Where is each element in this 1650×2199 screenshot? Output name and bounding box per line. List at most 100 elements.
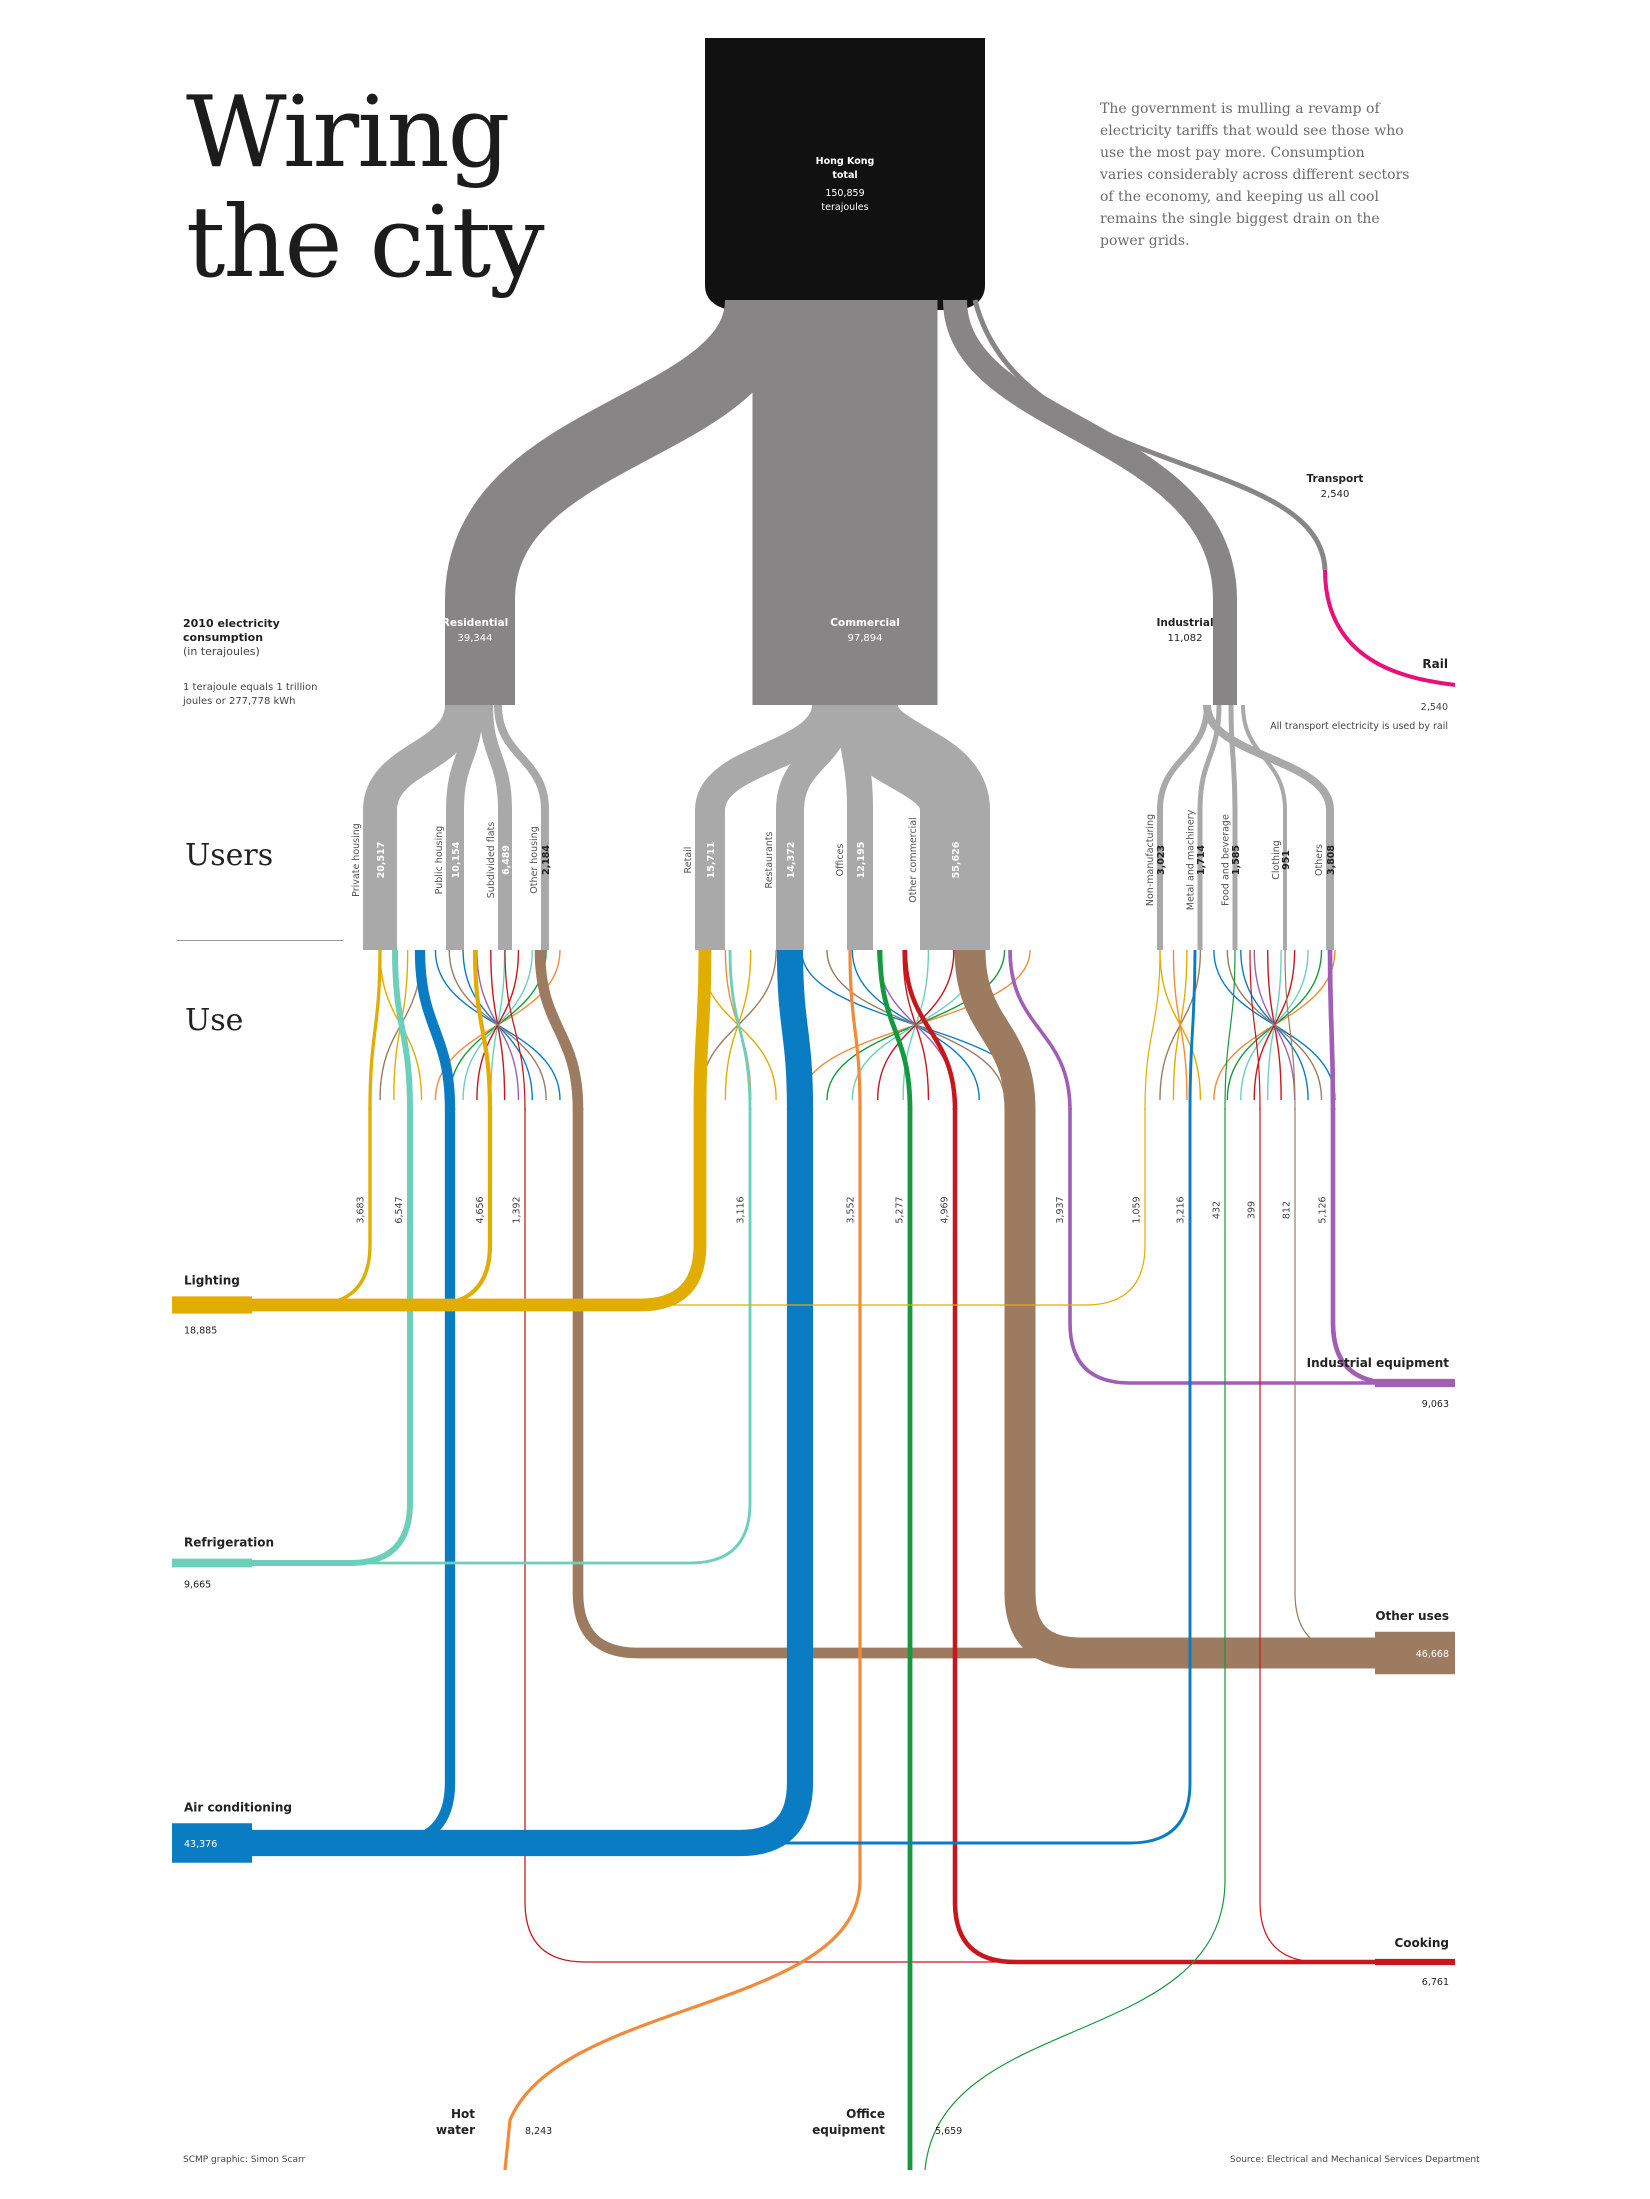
use-value-air_conditioning: 43,376: [184, 1839, 217, 1850]
stream-value-label: 3,937: [1055, 1196, 1066, 1223]
user-fan-12: [1203, 704, 1334, 811]
user-name-label: Restaurants: [764, 831, 775, 888]
stream-cooking: [524, 1230, 1395, 1963]
user-name-label: Retail: [683, 847, 694, 874]
use-value-lighting: 18,885: [184, 1326, 217, 1337]
user-value-label: 10,154: [451, 841, 462, 878]
section-use-label: Use: [185, 1003, 244, 1038]
stream-value-label: 1,392: [511, 1196, 522, 1223]
sector-trunks: [363, 38, 1456, 950]
credit-text: SCMP graphic: Simon Scarr: [183, 2155, 306, 2165]
stream-lighting: [1144, 949, 1161, 1111]
stream-lighting: [368, 949, 382, 1111]
use-value-office-equipment: 5,659: [935, 2126, 962, 2137]
stream-air_conditioning: [776, 949, 814, 1111]
stream-refrigeration: [728, 949, 752, 1111]
user-value-label: 1,585: [1231, 845, 1242, 875]
sector-name-residential: Residential: [442, 617, 508, 629]
user-name-label: Food and beverage: [1221, 814, 1232, 906]
user-fan-10: [1228, 704, 1238, 811]
trunk-transport: [972, 299, 1328, 571]
user-name-label: Private housing: [351, 823, 362, 897]
mix-strand: [826, 949, 1006, 1101]
user-value-label: 14,372: [786, 842, 797, 879]
stream-value-label: 4,969: [940, 1196, 951, 1223]
user-name-label: Public housing: [434, 826, 445, 895]
diagram-labels: 3,683 6,547 11,370 4,656 1,392 11,696 14,143 3,…: [184, 156, 1449, 2137]
stream-air_conditioning: [1188, 949, 1197, 1111]
stream-value-label: 5,277: [895, 1196, 906, 1223]
stream-refrigeration: [232, 1230, 413, 1566]
user-value-label: 6,489: [501, 845, 512, 875]
user-name-label: Other commercial: [908, 817, 919, 902]
rail-line: [1323, 569, 1456, 687]
user-name-label: Metal and machinery: [1186, 809, 1197, 910]
mix-strand: [1226, 949, 1323, 1101]
rail-label: Rail: [1422, 657, 1448, 671]
total-label: total: [832, 170, 857, 181]
stream-lighting: [232, 1230, 1146, 1306]
use-label-hot-water: Hot: [451, 2107, 475, 2121]
sector-name-industrial: Industrial: [1156, 617, 1213, 629]
stream-value-label: 3,552: [845, 1196, 856, 1223]
user-value-label: 12,195: [856, 842, 867, 879]
user-name-label: Offices: [835, 844, 846, 877]
stream-office_equipment: [877, 949, 913, 1111]
stream-other_uses: [954, 949, 1036, 1111]
intro-text: The government is mulling a revamp of el…: [1100, 101, 1410, 249]
user-fan-9: [1197, 704, 1222, 811]
use-label-hot-water: water: [436, 2123, 475, 2137]
user-name-label: Clothing: [1271, 840, 1282, 880]
use-label-industrial_equipment: Industrial equipment: [1307, 1356, 1450, 1370]
sector-value-residential: 39,344: [458, 633, 493, 644]
user-fan-4: [695, 702, 842, 813]
stream-industrial_equipment: [1327, 949, 1336, 1111]
trunk-industrial: [943, 299, 1237, 705]
stream-value-label: 11,370: [432, 1191, 443, 1228]
stream-air_conditioning: [232, 1230, 814, 1857]
stream-lighting: [232, 1230, 372, 1307]
sector-value-industrial: 11,082: [1168, 633, 1203, 644]
total-label: Hong Kong: [816, 156, 875, 167]
stream-other_uses: [534, 949, 584, 1111]
stream-air_conditioning: [414, 949, 456, 1111]
stream-value-label: 812: [1281, 1201, 1292, 1219]
use-value-industrial_equipment: 9,063: [1422, 1399, 1449, 1410]
user-value-label: 1,714: [1196, 845, 1207, 875]
stream-lighting: [472, 949, 493, 1111]
stream-cooking: [902, 949, 958, 1111]
user-fan-1: [446, 704, 483, 811]
use-value-refrigeration: 9,665: [184, 1579, 211, 1590]
stream-value-label: 14,143: [681, 1192, 692, 1229]
stream-cooking: [952, 1230, 1395, 1965]
use-label-other_uses: Other uses: [1375, 1609, 1449, 1623]
user-value-label: 2,184: [541, 845, 552, 875]
user-fan-0: [363, 703, 479, 812]
stream-value-label: 1,059: [1131, 1196, 1142, 1223]
user-value-label: 20,517: [376, 842, 387, 879]
user-value-label: 3,023: [1156, 845, 1167, 875]
stream-value-label: 5,126: [1318, 1196, 1329, 1223]
sector-value-commercial: 97,894: [848, 633, 883, 644]
stream-industrial_equipment: [1068, 1230, 1395, 1385]
mix-strand: [448, 949, 547, 1101]
user-name-label: Others: [1314, 844, 1325, 876]
stream-air_conditioning: [232, 1230, 1192, 1845]
stream-industrial_equipment: [1008, 949, 1072, 1111]
stream-value-label: 6,547: [394, 1196, 405, 1223]
title-line-1: Wiring: [186, 76, 510, 190]
stream-value-label: 3,683: [355, 1196, 366, 1223]
legend-note: 1 terajoule equals 1 trillion joules or …: [183, 682, 318, 707]
stream-value-label: 34,160: [991, 1191, 1002, 1228]
stream-value-label: 28,790: [774, 1191, 785, 1228]
title-line-2: the city: [186, 186, 545, 300]
stream-cooking: [1249, 949, 1261, 1111]
sector-value-transport: 2,540: [1321, 489, 1350, 500]
section-divider: [177, 940, 343, 941]
use-label-refrigeration: Refrigeration: [184, 1536, 274, 1550]
rail-note: All transport electricity is used by rai…: [1270, 721, 1448, 732]
stream-cooking: [504, 949, 526, 1111]
user-fan-2: [479, 704, 512, 811]
